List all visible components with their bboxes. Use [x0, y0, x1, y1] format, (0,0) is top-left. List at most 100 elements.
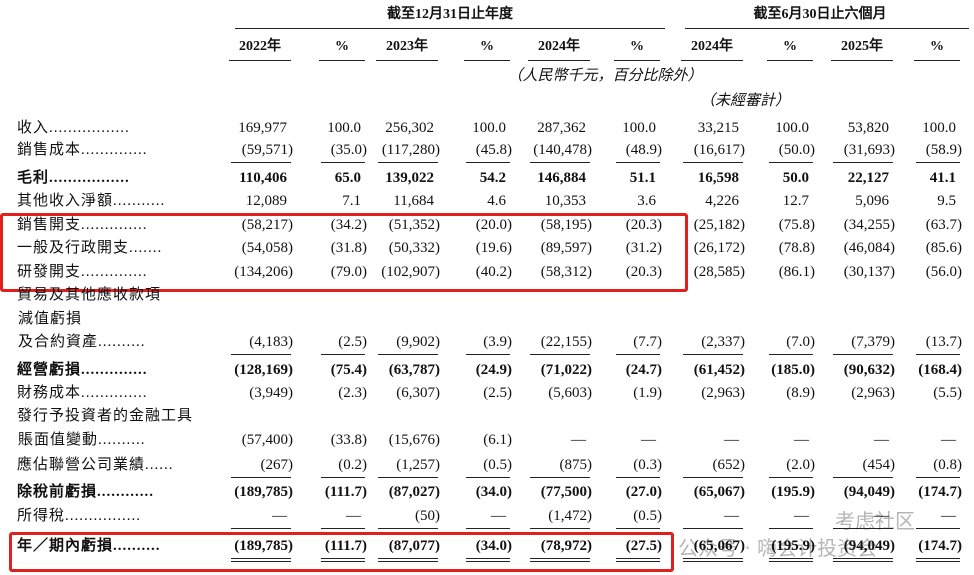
cell-value: (0.8) [933, 457, 962, 473]
sum-rule [530, 354, 590, 355]
cell-value: (58,217) [241, 217, 293, 233]
row-label: 研發開支.............. [17, 264, 148, 280]
cell-value: (2.3) [338, 385, 367, 401]
sum-rule [231, 558, 291, 559]
cell-value: (2.5) [483, 385, 512, 401]
cell-value: (90,632) [843, 362, 895, 378]
cell-value: (111.7) [324, 484, 367, 500]
column-rule [767, 60, 813, 61]
cell-value: (58,195) [540, 217, 592, 233]
sum-rule [616, 354, 660, 355]
cell-value: (28,585) [693, 264, 745, 280]
column-header: 2022年 [239, 39, 281, 54]
cell-value: (195.9) [771, 484, 815, 500]
sum-rule [916, 162, 960, 163]
sum-rule [530, 528, 590, 529]
column-rule [831, 60, 893, 61]
sum-rule [530, 162, 590, 163]
cell-value: (31.8) [330, 240, 367, 256]
cell-value: 33,215 [697, 120, 739, 136]
cell-value: (15,676) [388, 432, 440, 448]
cell-value: (56.0) [925, 264, 962, 280]
row-label: 銷售成本.............. [17, 142, 148, 158]
cell-value: (35.0) [330, 142, 367, 158]
unit-note: （人民幣千元，百分比除外） [507, 68, 703, 84]
sum-rule [466, 477, 510, 478]
unaudited-note: （未經審計） [699, 93, 790, 109]
cell-value: (189,785) [234, 484, 293, 500]
cell-value: — [794, 508, 809, 524]
sum-rule [321, 162, 365, 163]
row-label: 賬面值變動.......... [18, 432, 146, 448]
sum-rule [833, 558, 893, 559]
sum-rule [833, 354, 893, 355]
cell-value: (1,257) [396, 457, 440, 473]
cell-value: (2,963) [701, 385, 745, 401]
cell-value: (63.7) [925, 217, 962, 233]
period-header: 截至12月31日止年度 [387, 7, 513, 22]
cell-value: (54,058) [241, 240, 293, 256]
cell-value: 100.0 [775, 120, 809, 136]
sum-rule [683, 558, 743, 559]
sum-rule [683, 561, 743, 562]
cell-value: 146,884 [537, 170, 586, 186]
column-header: 2024年 [538, 39, 580, 54]
column-rule [681, 60, 743, 61]
cell-value: (7.0) [786, 334, 815, 350]
cell-value: (50,332) [388, 240, 440, 256]
cell-value: 256,302 [385, 120, 434, 136]
cell-value: (875) [559, 457, 593, 473]
cell-value: (0.5) [483, 457, 512, 473]
cell-value: (111.7) [324, 538, 367, 554]
cell-value: (0.2) [338, 457, 367, 473]
cell-value: (22,155) [540, 334, 592, 350]
sum-rule [616, 558, 660, 559]
cell-value: 110,406 [239, 170, 287, 186]
cell-value: (117,280) [381, 142, 440, 158]
cell-value: — [491, 508, 506, 524]
watermark: 公众号 · 嗨会计投资会 [678, 536, 878, 560]
cell-value: (2.5) [338, 334, 367, 350]
cell-value: (79.0) [330, 264, 367, 280]
column-header: 2024年 [691, 39, 733, 54]
cell-value: — [874, 508, 889, 524]
cell-value: 12.7 [782, 193, 809, 209]
sum-rule [916, 477, 960, 478]
cell-value: 4,226 [705, 193, 739, 209]
column-rule [319, 60, 365, 61]
cell-value: 16,598 [697, 170, 739, 186]
row-label: 所得稅................ [17, 508, 142, 524]
sum-rule [231, 528, 291, 529]
cell-value: (140,478) [533, 142, 592, 158]
cell-value: (27.0) [625, 484, 662, 500]
cell-value: (24.9) [475, 362, 512, 378]
sum-rule [466, 528, 510, 529]
column-rule [914, 60, 960, 61]
cell-value: (454) [862, 457, 896, 473]
sum-rule [378, 162, 438, 163]
cell-value: (51,352) [388, 217, 440, 233]
sum-rule [530, 477, 590, 478]
cell-value: (1.9) [633, 385, 662, 401]
sum-rule [616, 477, 660, 478]
cell-value: 54.2 [479, 170, 506, 186]
sum-rule [466, 162, 510, 163]
cell-value: — [794, 432, 809, 448]
cell-value: (45.8) [475, 142, 512, 158]
cell-value: 287,362 [537, 120, 586, 136]
cell-value: (1,472) [548, 508, 592, 524]
cell-value: (5,603) [548, 385, 592, 401]
cell-value: (59,571) [241, 142, 293, 158]
sum-rule [321, 354, 365, 355]
header-rule [235, 28, 665, 29]
cell-value: (31.2) [625, 240, 662, 256]
row-label: 收入................. [17, 120, 130, 136]
cell-value: (40.2) [475, 264, 512, 280]
row-label: 銷售開支.............. [17, 217, 148, 233]
sum-rule [378, 558, 438, 559]
sum-rule [378, 561, 438, 562]
cell-value: (75.8) [778, 217, 815, 233]
sum-rule [466, 354, 510, 355]
sum-rule [683, 162, 743, 163]
cell-value: (174.7) [918, 484, 962, 500]
